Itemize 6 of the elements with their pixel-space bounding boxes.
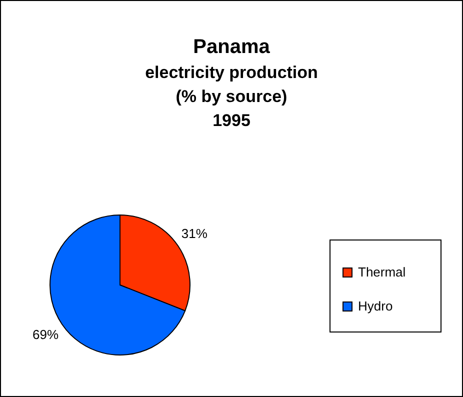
data-label: 31%: [181, 226, 208, 241]
legend-label: Hydro: [358, 298, 393, 314]
chart-title: Panama: [193, 36, 271, 58]
data-label: 69%: [32, 327, 60, 342]
chart-subtitle: electricity production (% by source) 1995: [145, 63, 318, 130]
legend-label: Thermal: [358, 264, 406, 280]
